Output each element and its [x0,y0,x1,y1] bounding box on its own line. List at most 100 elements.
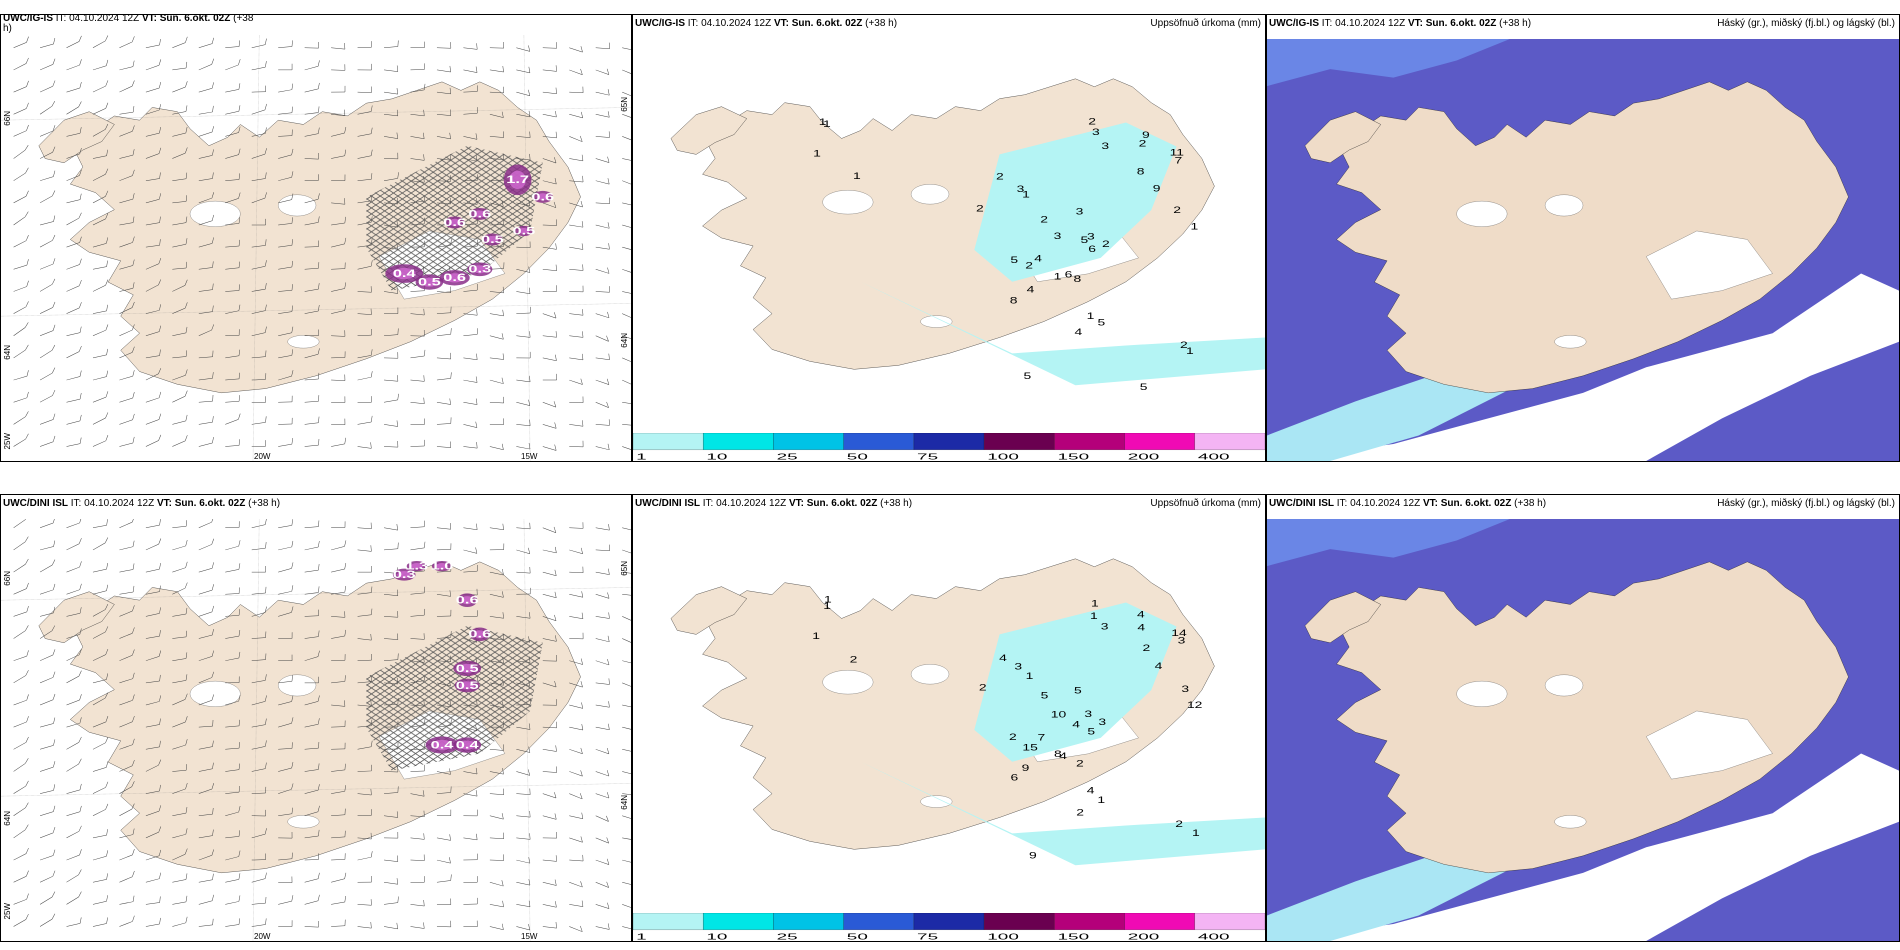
precip-cell: 0.5 [481,233,504,246]
precip-value-label: 2 [1143,644,1151,654]
wind-barb [411,398,425,404]
glacier-hofsjokull [278,195,316,216]
precip-value-label: 1 [1186,346,1194,356]
wind-barb [596,612,610,618]
precip-cell-value: 0.6 [443,271,466,284]
legend-tick-label: 1 [636,453,647,461]
legend-tick-label: 10 [706,933,727,941]
wind-barb [40,171,55,181]
graticule [1,35,631,461]
model-name: UWC/DINI ISL [1269,498,1334,509]
wind-barb [569,201,582,207]
precip-cell: 1.7 [503,164,532,196]
wind-barb [199,437,214,446]
wind-barb [119,324,134,335]
wind-barb [67,59,82,70]
wind-barb [358,260,373,269]
color-legend: 1 10 25 50 75 100 150 200 400 [633,913,1265,941]
wind-barb [569,136,582,142]
wind-barb [225,563,240,572]
wind-barb [172,694,187,705]
wind-barb [622,223,631,229]
wind-barb [437,899,451,905]
wind-barb [331,282,346,291]
wind-barb [543,178,557,184]
wind-barb [225,59,240,70]
wind-barb [463,565,477,572]
wind-barb [358,329,372,336]
lead-time: (+38 h) [1514,498,1547,509]
wind-barb [278,895,293,904]
wind-barb [331,86,345,92]
wind-barb [596,816,609,822]
precip-value-label: 5 [1081,235,1089,245]
wind-barb [172,280,187,292]
wind-barb [199,672,214,683]
precip-cell-value: 0.4 [431,738,454,751]
wind-barb [119,650,134,661]
wind-barb [119,237,134,248]
wind-barb [331,785,346,793]
wind-barb [411,154,425,160]
cloud-layer-low [1267,847,1520,941]
wind-barb [14,81,29,92]
wind-barb [490,854,504,860]
wind-barb [14,125,29,136]
wind-barb [596,444,610,450]
precip-value-label: 3 [1076,207,1084,217]
legend-tick-label: 400 [1198,453,1230,461]
wind-barb [437,110,451,116]
wind-barb [437,786,451,793]
wind-barb [569,881,582,887]
precip-cell-value: 1.3 [405,559,428,572]
wind-barb [569,855,583,861]
wind-barb [463,107,477,114]
wind-barb [278,129,292,136]
wind-barb [14,301,29,313]
wind-barb [331,675,345,683]
wind-barb [278,217,292,225]
wind-barb [199,741,214,750]
precip-value-label: 5 [1074,686,1082,696]
wind-barb [516,769,529,775]
wind-barb [411,309,425,315]
panel-cloud-dini: UWC/DINI ISL IT: 04.10.2024 12Z VT: Sun.… [1266,494,1900,942]
wind-barb [305,174,319,180]
wind-barb [596,545,610,551]
glacier-langjokull [1457,681,1508,707]
wind-barb [119,739,134,749]
wind-barb [40,390,55,402]
wind-barb [14,392,29,402]
precip-value-label: 6 [1065,270,1073,280]
wind-barb [199,694,214,705]
wind-barb [384,923,398,929]
wind-barb [252,542,266,550]
wind-barb [40,892,55,905]
wind-barb [358,442,372,448]
wind-barb [172,583,187,595]
wind-barb [146,563,161,572]
wind-barb [199,126,214,136]
legend-tick-label: 150 [1057,453,1089,461]
wind-barb [490,378,503,384]
axis-label-64n: 64N [3,811,12,826]
wind-barb [516,567,530,573]
wind-barb [596,69,609,75]
wind-barb [119,541,134,550]
wind-barb [40,541,55,550]
wind-barb [252,396,266,402]
axis-label-64n: 64N [3,345,12,360]
wind-barb [543,88,557,94]
precip-value-label: 3 [1084,710,1092,720]
glacier-langjokull [823,670,874,694]
wind-barb [463,921,477,927]
wind-barb [305,60,320,70]
wind-barb [146,304,161,313]
wind-barb [252,192,267,203]
wind-barb [516,352,530,358]
wind-barb [622,155,631,161]
wind-barb [516,548,529,554]
wind-barb [252,148,267,158]
wind-barb [14,259,29,269]
wind-barb [199,215,214,225]
